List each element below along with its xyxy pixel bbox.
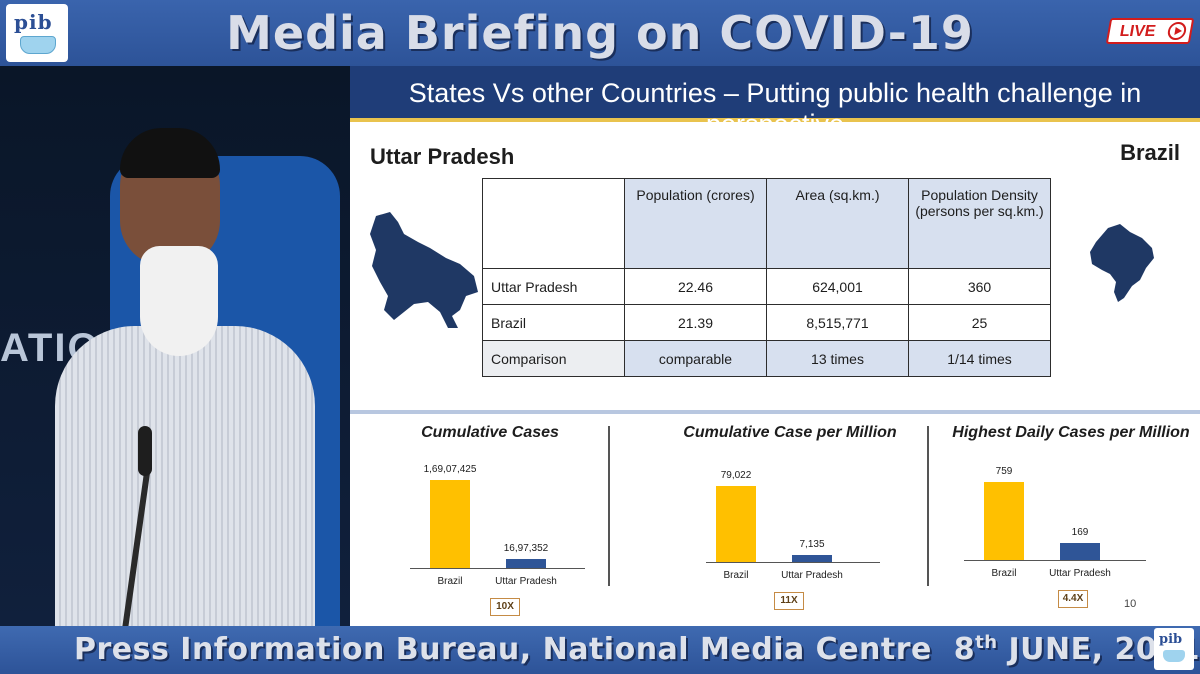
chart-title: Highest Daily Cases per Million xyxy=(952,424,1190,441)
chart-title: Cumulative Case per Million xyxy=(683,424,897,441)
ratio-badge: 11X xyxy=(774,592,804,610)
table-header-density: Population Density (persons per sq.km.) xyxy=(908,178,1051,269)
bar-value-label: 79,022 xyxy=(720,470,752,481)
mask-icon xyxy=(1163,650,1185,662)
pib-logo-text: pib xyxy=(14,10,53,34)
presentation-slide: States Vs other Countries – Putting publ… xyxy=(350,66,1200,626)
table-cell: 22.46 xyxy=(624,268,767,305)
footer-text: Press Information Bureau, National Media… xyxy=(74,632,1200,667)
mask-icon xyxy=(20,36,56,54)
chart-axis xyxy=(706,562,880,563)
table-cell: Comparison xyxy=(482,340,625,377)
table-row: Comparison comparable 13 times 1/14 time… xyxy=(482,340,1051,377)
bar-brazil xyxy=(430,480,470,568)
chart-divider xyxy=(927,426,929,586)
table-row: Brazil 21.39 8,515,771 25 xyxy=(482,304,1051,341)
speaker-shirt xyxy=(55,326,315,626)
bar-brazil xyxy=(716,486,756,562)
chart-divider xyxy=(608,426,610,586)
slide-subtitle: States Vs other Countries – Putting publ… xyxy=(408,78,1142,139)
table-header-population: Population (crores) xyxy=(624,178,767,269)
table-cell: 360 xyxy=(908,268,1051,305)
bar-value-label: 7,135 xyxy=(799,539,825,550)
footer-logo-text: pib xyxy=(1159,632,1183,647)
table-cell: 21.39 xyxy=(624,304,767,341)
table-header-area: Area (sq.km.) xyxy=(766,178,909,269)
footer-date-suffix: th xyxy=(975,632,998,653)
bar-uttar-pradesh xyxy=(792,555,832,562)
chart-axis xyxy=(410,568,585,569)
ratio-badge: 10X xyxy=(490,598,520,616)
briefing-title: Media Briefing on COVID-19 xyxy=(226,6,974,60)
bar-brazil xyxy=(984,482,1024,560)
chart-daily-cases-per-million: Highest Daily Cases per Million 759 Brazi… xyxy=(946,418,1196,618)
speaker-hair xyxy=(120,128,220,178)
speaker-video: ATIONA xyxy=(0,66,350,626)
top-banner: pib Media Briefing on COVID-19 LIVE xyxy=(0,0,1200,66)
bar-category-label: Brazil xyxy=(723,570,749,581)
face-mask xyxy=(140,246,218,356)
uttar-pradesh-label: Uttar Pradesh xyxy=(370,144,515,169)
brazil-label: Brazil xyxy=(1120,140,1180,165)
pib-logo: pib xyxy=(6,4,68,62)
footer-organization: Press Information Bureau, National Media… xyxy=(74,632,932,667)
microphone xyxy=(138,426,152,476)
live-badge: LIVE xyxy=(1105,18,1195,44)
table-cell: comparable xyxy=(624,340,767,377)
chart-title: Cumulative Cases xyxy=(421,424,559,441)
comparison-table: Population (crores) Area (sq.km.) Popula… xyxy=(482,178,1051,377)
footer-banner: Press Information Bureau, National Media… xyxy=(0,626,1200,674)
table-cell: 25 xyxy=(908,304,1051,341)
table-cell: 13 times xyxy=(766,340,909,377)
table-cell: 1/14 times xyxy=(908,340,1051,377)
table-header-row: Population (crores) Area (sq.km.) Popula… xyxy=(482,178,1051,269)
brazil-map xyxy=(1090,224,1154,302)
chart-axis xyxy=(964,560,1146,561)
table-cell: Brazil xyxy=(482,304,625,341)
footer-pib-logo: pib xyxy=(1154,628,1194,670)
footer-date-day: 8 xyxy=(953,632,976,667)
section-separator xyxy=(350,410,1200,414)
bar-value-label: 16,97,352 xyxy=(503,543,549,554)
bar-value-label: 759 xyxy=(995,466,1013,477)
bar-category-label: Uttar Pradesh xyxy=(495,576,557,587)
bar-value-label: 169 xyxy=(1071,527,1089,538)
table-row: Uttar Pradesh 22.46 624,001 360 xyxy=(482,268,1051,305)
slide-header: States Vs other Countries – Putting publ… xyxy=(350,66,1200,139)
bar-category-label: Brazil xyxy=(437,576,463,587)
bar-category-label: Uttar Pradesh xyxy=(781,570,843,581)
live-label: LIVE xyxy=(1118,23,1157,40)
table-header-empty xyxy=(482,178,625,269)
bar-uttar-pradesh xyxy=(1060,543,1100,560)
table-cell: 8,515,771 xyxy=(766,304,909,341)
bar-uttar-pradesh xyxy=(506,559,546,568)
uttar-pradesh-map xyxy=(370,212,478,328)
ratio-badge: 4.4X xyxy=(1058,590,1088,608)
bar-category-label: Uttar Pradesh xyxy=(1049,568,1111,579)
table-cell: 624,001 xyxy=(766,268,909,305)
play-icon xyxy=(1166,22,1188,40)
bar-value-label: 1,69,07,425 xyxy=(423,464,477,475)
bar-category-label: Brazil xyxy=(991,568,1017,579)
table-cell: Uttar Pradesh xyxy=(482,268,625,305)
chart-cumulative-cases: Cumulative Cases 1,69,07,425 Brazil 16,97,… xyxy=(370,418,610,618)
chart-cases-per-million: Cumulative Case per Million 79,022 Brazil… xyxy=(650,418,930,618)
page-number: 10 xyxy=(1124,598,1137,610)
